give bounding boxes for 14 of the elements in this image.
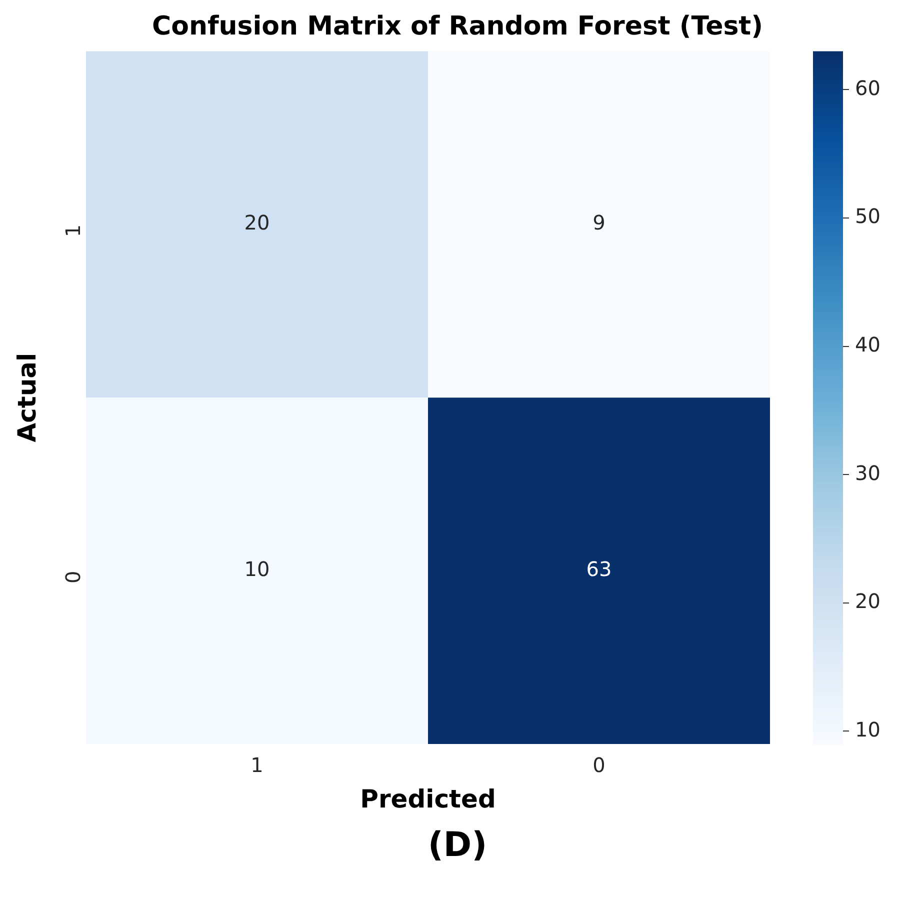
x-axis-title: Predicted [360, 784, 496, 814]
color-bar-label: 10 [855, 717, 880, 742]
y-axis-title: Actual [12, 352, 42, 442]
data-label: 10 [244, 557, 270, 582]
color-bar-label: 50 [855, 204, 880, 228]
color-bar-label: 60 [855, 76, 880, 100]
text: (D) [426, 825, 488, 865]
color-bar-label: 20 [855, 589, 880, 614]
data-label: 9 [592, 210, 606, 235]
color-bar-label: 40 [855, 332, 880, 356]
chart-title: Confusion Matrix of Random Forest (Test) [152, 11, 763, 42]
color-bar-label: 30 [855, 460, 880, 485]
data-label: 63 [586, 557, 612, 582]
data-label: 20 [244, 210, 270, 235]
